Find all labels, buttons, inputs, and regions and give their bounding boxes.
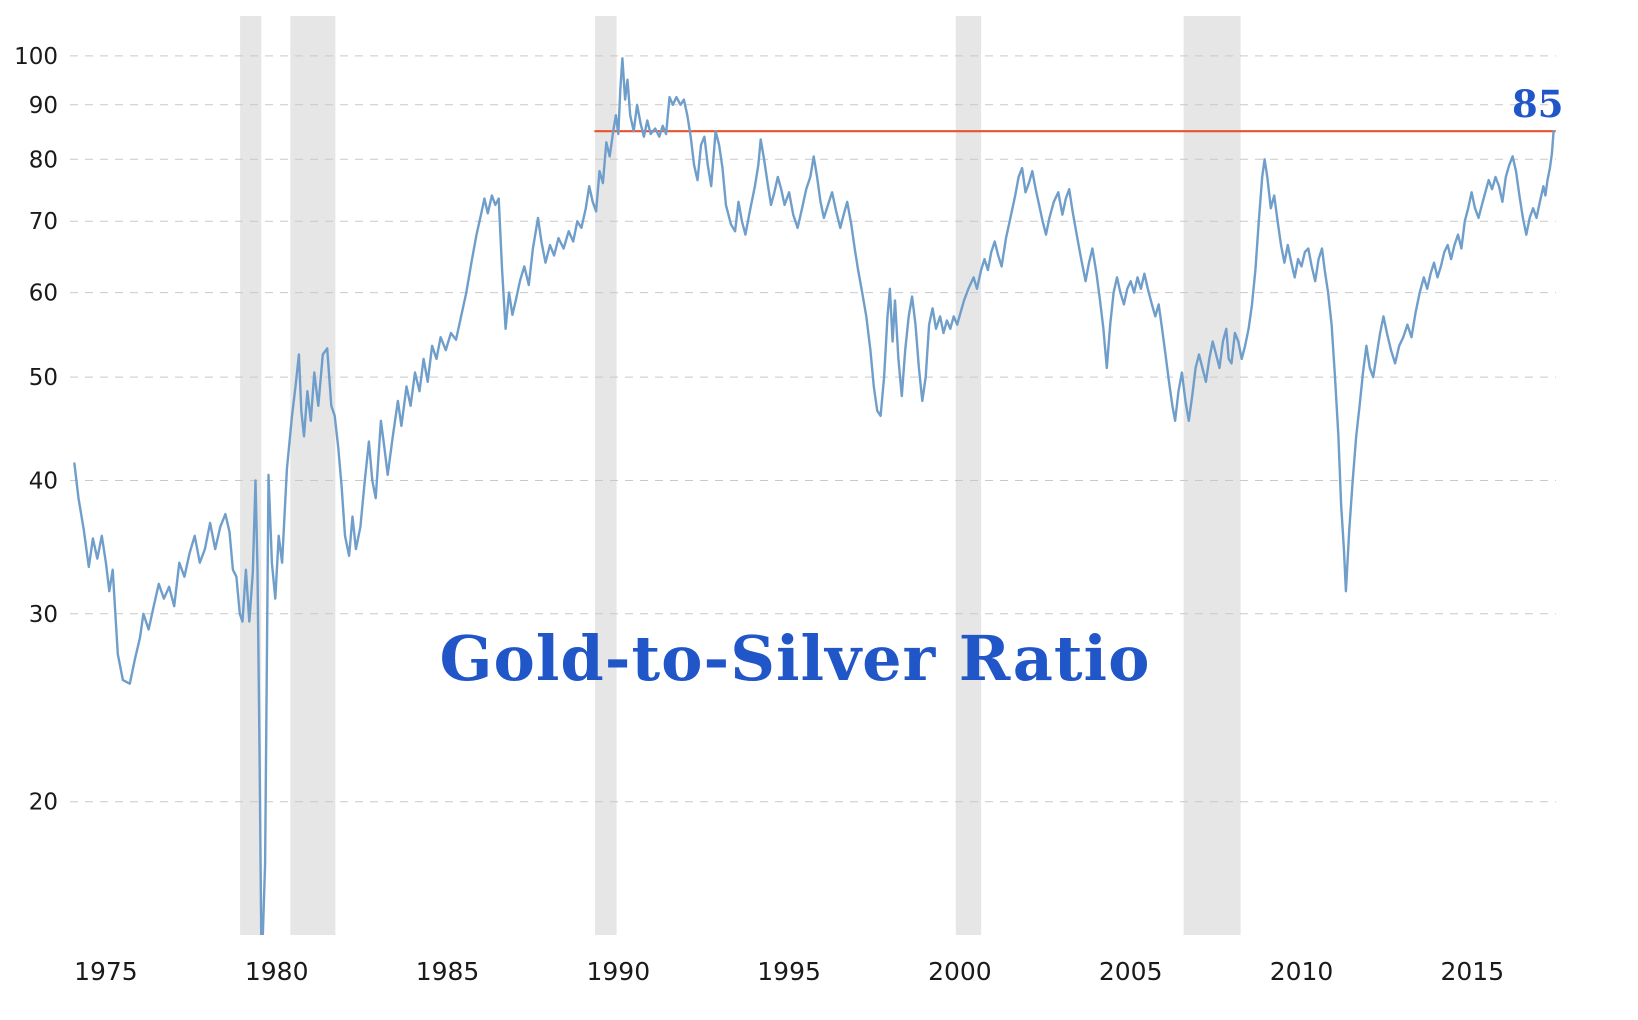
x-tick-label: 1990 xyxy=(586,957,650,986)
x-tick-label: 2010 xyxy=(1270,957,1334,986)
x-tick-label: 1985 xyxy=(416,957,480,986)
y-tick-label: 90 xyxy=(29,93,58,119)
y-tick-label: 70 xyxy=(29,209,58,235)
x-tick-label: 2015 xyxy=(1440,957,1504,986)
recession-band xyxy=(595,16,617,935)
x-tick-label: 1995 xyxy=(757,957,821,986)
recession-band xyxy=(290,16,336,935)
y-tick-label: 80 xyxy=(29,147,58,173)
y-tick-labels: 20 30 40 50 60 70 80 90 100 xyxy=(14,44,58,816)
x-tick-labels: 1975 1980 1985 1990 1995 2000 2005 2010 2015 xyxy=(74,957,1504,986)
y-tick-label: 60 xyxy=(29,281,58,307)
recession-band xyxy=(955,16,982,935)
ratio-line xyxy=(73,57,1555,935)
x-tick-label: 1980 xyxy=(245,957,309,986)
y-tick-label: 50 xyxy=(29,365,58,391)
y-tick-label: 100 xyxy=(14,44,58,70)
y-tick-label: 20 xyxy=(29,790,58,816)
y-tick-label: 40 xyxy=(29,469,58,495)
y-tick-label: 30 xyxy=(29,602,58,628)
x-tick-label: 1975 xyxy=(74,957,138,986)
x-tick-label: 2005 xyxy=(1099,957,1163,986)
x-tick-label: 2000 xyxy=(928,957,992,986)
recession-band xyxy=(240,16,262,935)
recession-band xyxy=(1183,16,1241,935)
recession-bands xyxy=(240,16,1241,935)
